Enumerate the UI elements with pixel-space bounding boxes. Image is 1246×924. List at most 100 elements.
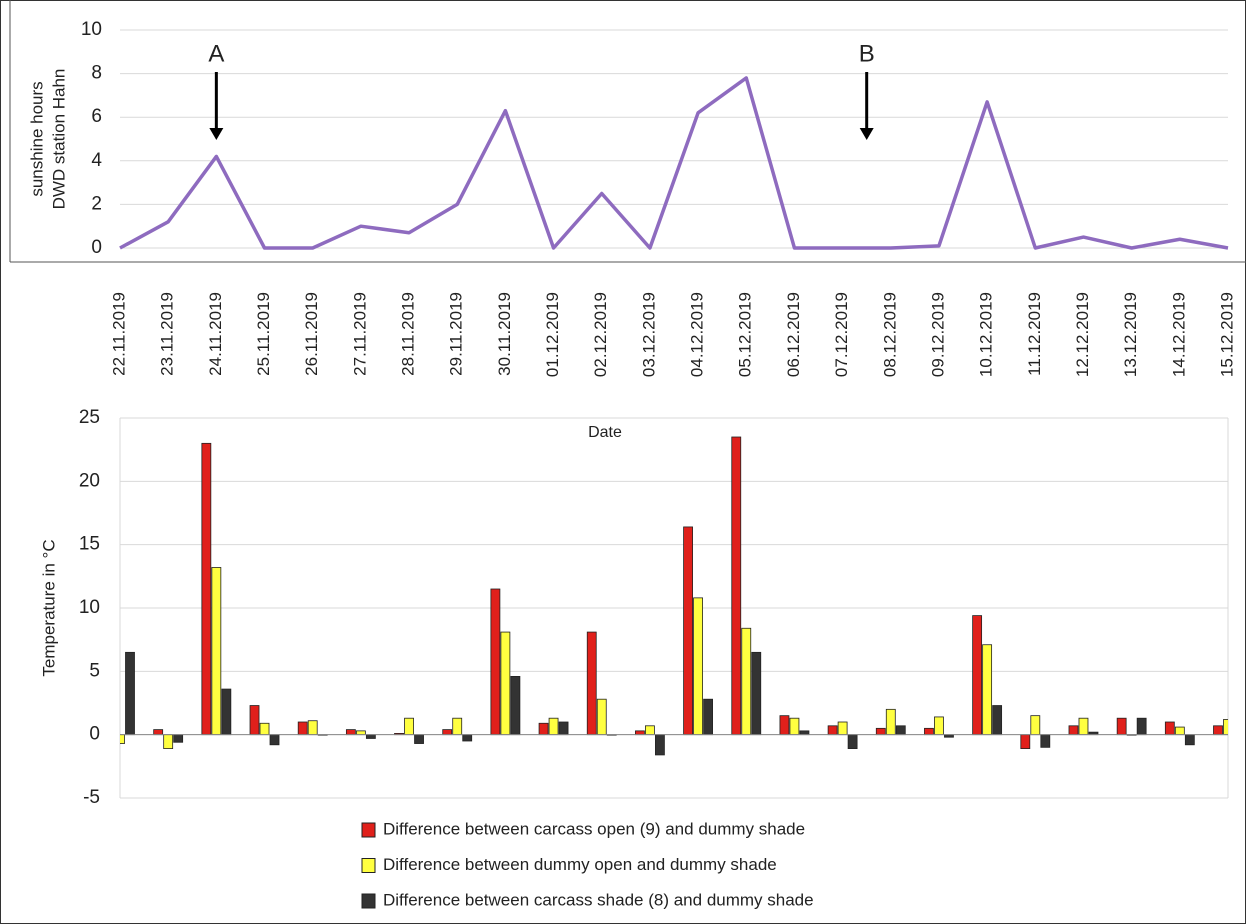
legend-swatch	[361, 893, 376, 909]
bar	[120, 734, 125, 744]
y-tick-label: 10	[79, 597, 100, 618]
bar	[1213, 725, 1223, 736]
bar	[596, 698, 607, 736]
x-tick-label: 28.11.2019	[399, 292, 418, 376]
y-tick-label: 10	[81, 19, 102, 40]
bar	[269, 734, 280, 746]
bar	[365, 734, 376, 739]
bar	[462, 734, 473, 742]
bar	[558, 721, 569, 736]
bar	[934, 716, 944, 736]
x-tick-label: 10.12.2019	[977, 292, 996, 377]
x-tick-label: 15.12.2019	[1217, 292, 1236, 377]
x-tick-label: 02.12.2019	[591, 292, 610, 377]
bar	[249, 705, 260, 736]
bar	[875, 727, 886, 736]
bar	[751, 651, 762, 736]
bar	[1030, 715, 1041, 736]
legend-swatch	[361, 822, 376, 838]
x-tick-label: 08.12.2019	[880, 292, 899, 377]
y-tick-label: 5	[89, 660, 100, 681]
bar	[490, 588, 501, 736]
bar	[586, 631, 597, 736]
y-tick-label: 0	[91, 237, 102, 258]
bar	[452, 717, 463, 736]
bar	[703, 698, 713, 736]
bar	[655, 734, 665, 756]
legend-label: Difference between carcass open (9) and …	[383, 819, 805, 838]
y-tick-label: 0	[89, 724, 100, 745]
bar	[1068, 725, 1079, 736]
y-axis-label: sunshine hours	[27, 81, 46, 196]
bar	[548, 717, 559, 736]
bar	[1164, 721, 1175, 736]
legend-swatch	[361, 858, 376, 873]
x-tick-label: 05.12.2019	[736, 292, 755, 377]
y-tick-label: -5	[83, 787, 100, 808]
bar	[307, 720, 318, 736]
y-tick-label: 6	[91, 106, 102, 127]
y-axis-label: Temperature in °C	[39, 539, 58, 676]
x-tick-label: 12.12.2019	[1073, 292, 1092, 377]
x-tick-label: 23.11.2019	[158, 292, 177, 376]
y-tick-label: 8	[91, 63, 102, 84]
line	[119, 76, 1229, 250]
bar	[992, 705, 1003, 736]
bar	[972, 615, 983, 736]
bar	[1040, 734, 1051, 748]
bar	[355, 730, 366, 736]
bar	[789, 717, 800, 736]
x-tick-label: 13.12.2019	[1121, 292, 1140, 377]
x-tick-label: 25.11.2019	[254, 292, 273, 376]
bar	[1223, 719, 1228, 736]
x-tick-label: 26.11.2019	[302, 292, 321, 376]
bar	[538, 722, 549, 736]
bar	[1116, 717, 1127, 736]
bar	[297, 721, 308, 736]
bar	[645, 725, 655, 736]
y-tick-label: 25	[79, 407, 100, 428]
x-tick-label: 09.12.2019	[928, 292, 947, 377]
bar	[510, 676, 521, 736]
bar	[221, 688, 232, 736]
bar	[779, 715, 790, 736]
x-tick-label: 27.11.2019	[350, 292, 369, 376]
bar	[500, 631, 511, 736]
bar	[635, 730, 645, 736]
bar	[201, 442, 212, 736]
bar	[1020, 734, 1031, 750]
x-tick-label: 24.11.2019	[206, 292, 225, 376]
annotation: A	[208, 40, 224, 67]
x-tick-label: 07.12.2019	[832, 292, 851, 377]
x-tick-label: 30.11.2019	[495, 292, 514, 376]
y-axis-label: DWD station Hahn	[49, 69, 68, 210]
bar	[731, 436, 742, 736]
bar	[442, 729, 453, 736]
x-tick-label: 01.12.2019	[543, 292, 562, 377]
bar	[885, 708, 896, 736]
bar	[345, 729, 356, 736]
x-tick-label: 22.11.2019	[109, 292, 128, 376]
x-axis-label: Date	[588, 424, 622, 441]
bar	[125, 651, 135, 736]
bar	[153, 729, 164, 736]
x-tick-label: 06.12.2019	[784, 292, 803, 377]
bar	[1174, 726, 1185, 736]
x-tick-label: 11.12.2019	[1025, 292, 1044, 376]
bar	[924, 727, 934, 736]
bar	[982, 644, 993, 736]
x-tick-label: 04.12.2019	[688, 292, 707, 377]
legend-label: Difference between carcass shade (8) and…	[383, 890, 814, 909]
bar	[404, 717, 414, 736]
annotation-arrowhead	[859, 128, 874, 140]
bar	[827, 725, 838, 736]
x-tick-label: 03.12.2019	[639, 292, 658, 377]
bars	[120, 436, 1228, 756]
annotation: B	[859, 40, 875, 67]
y-tick-label: 2	[91, 193, 102, 214]
bar	[895, 725, 906, 736]
bar	[259, 722, 270, 736]
bar	[163, 734, 174, 750]
